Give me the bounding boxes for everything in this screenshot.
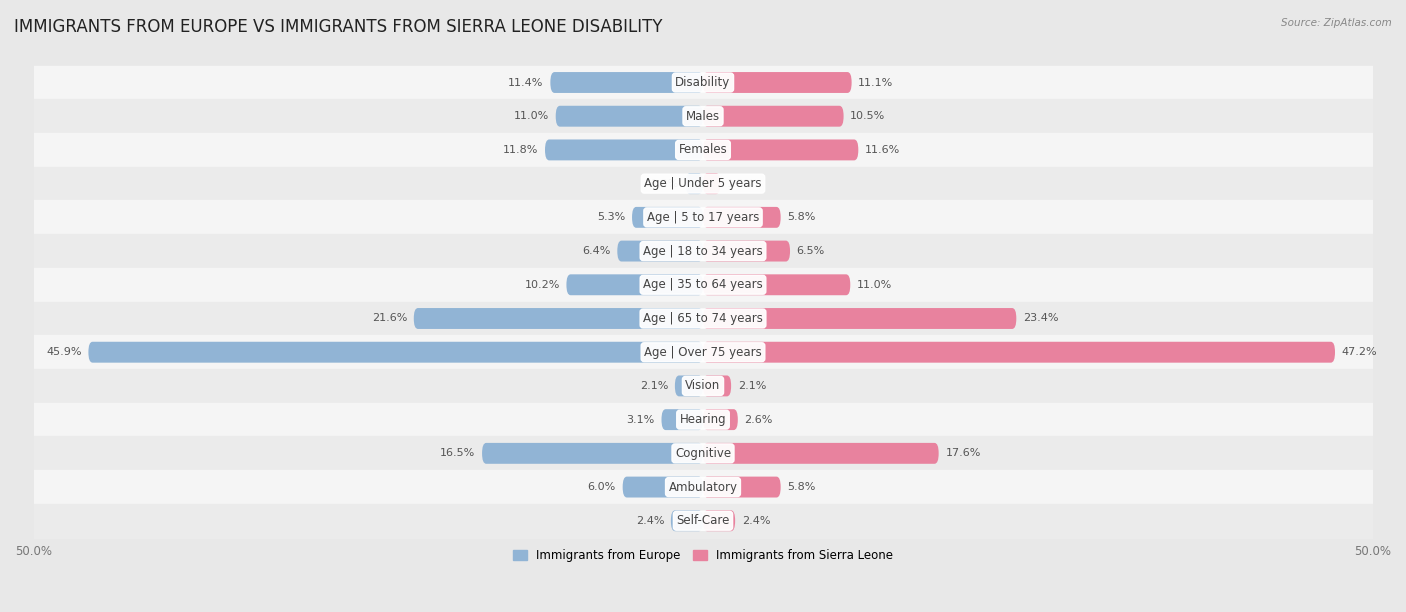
Bar <box>7 167 1399 201</box>
Bar <box>7 302 1399 335</box>
FancyBboxPatch shape <box>703 106 844 127</box>
Bar <box>7 470 1399 504</box>
FancyBboxPatch shape <box>703 207 780 228</box>
Text: 6.4%: 6.4% <box>582 246 610 256</box>
Text: 10.5%: 10.5% <box>851 111 886 121</box>
Bar <box>7 234 1399 268</box>
Bar <box>7 369 1399 403</box>
Text: 5.8%: 5.8% <box>787 482 815 492</box>
Text: 45.9%: 45.9% <box>46 347 82 357</box>
Text: 21.6%: 21.6% <box>371 313 408 324</box>
Text: 2.1%: 2.1% <box>640 381 668 391</box>
Text: Age | 65 to 74 years: Age | 65 to 74 years <box>643 312 763 325</box>
Text: 11.6%: 11.6% <box>865 145 900 155</box>
FancyBboxPatch shape <box>686 173 703 194</box>
Text: 5.3%: 5.3% <box>598 212 626 222</box>
FancyBboxPatch shape <box>703 409 738 430</box>
Text: 2.6%: 2.6% <box>745 415 773 425</box>
Bar <box>7 201 1399 234</box>
Text: Vision: Vision <box>685 379 721 392</box>
FancyBboxPatch shape <box>675 376 703 397</box>
Text: 3.1%: 3.1% <box>627 415 655 425</box>
Text: IMMIGRANTS FROM EUROPE VS IMMIGRANTS FROM SIERRA LEONE DISABILITY: IMMIGRANTS FROM EUROPE VS IMMIGRANTS FRO… <box>14 18 662 36</box>
Text: Females: Females <box>679 143 727 157</box>
Text: 1.3%: 1.3% <box>651 179 679 188</box>
Text: Cognitive: Cognitive <box>675 447 731 460</box>
Text: Hearing: Hearing <box>679 413 727 426</box>
Text: 11.8%: 11.8% <box>503 145 538 155</box>
Text: Age | 18 to 34 years: Age | 18 to 34 years <box>643 245 763 258</box>
FancyBboxPatch shape <box>703 477 780 498</box>
Text: 47.2%: 47.2% <box>1341 347 1378 357</box>
Bar <box>7 403 1399 436</box>
FancyBboxPatch shape <box>623 477 703 498</box>
FancyBboxPatch shape <box>703 308 1017 329</box>
Text: 2.1%: 2.1% <box>738 381 766 391</box>
FancyBboxPatch shape <box>617 241 703 261</box>
Text: 11.1%: 11.1% <box>858 78 894 88</box>
Text: 5.8%: 5.8% <box>787 212 815 222</box>
FancyBboxPatch shape <box>661 409 703 430</box>
FancyBboxPatch shape <box>703 341 1336 363</box>
Text: 6.0%: 6.0% <box>588 482 616 492</box>
Legend: Immigrants from Europe, Immigrants from Sierra Leone: Immigrants from Europe, Immigrants from … <box>508 544 898 567</box>
Text: 2.4%: 2.4% <box>742 516 770 526</box>
Text: 1.3%: 1.3% <box>727 179 755 188</box>
FancyBboxPatch shape <box>546 140 703 160</box>
Bar <box>7 335 1399 369</box>
FancyBboxPatch shape <box>89 341 703 363</box>
Text: 11.0%: 11.0% <box>513 111 548 121</box>
FancyBboxPatch shape <box>703 443 939 464</box>
FancyBboxPatch shape <box>703 173 720 194</box>
Bar <box>7 99 1399 133</box>
FancyBboxPatch shape <box>703 140 858 160</box>
Bar <box>7 504 1399 537</box>
FancyBboxPatch shape <box>567 274 703 295</box>
Text: 11.0%: 11.0% <box>858 280 893 289</box>
Text: Males: Males <box>686 110 720 123</box>
Bar <box>7 65 1399 99</box>
Text: 11.4%: 11.4% <box>509 78 544 88</box>
FancyBboxPatch shape <box>482 443 703 464</box>
FancyBboxPatch shape <box>633 207 703 228</box>
Text: Age | Over 75 years: Age | Over 75 years <box>644 346 762 359</box>
Text: 23.4%: 23.4% <box>1024 313 1059 324</box>
FancyBboxPatch shape <box>671 510 703 531</box>
Bar <box>7 436 1399 470</box>
FancyBboxPatch shape <box>550 72 703 93</box>
Text: 6.5%: 6.5% <box>797 246 825 256</box>
FancyBboxPatch shape <box>703 376 731 397</box>
Text: Ambulatory: Ambulatory <box>668 480 738 493</box>
FancyBboxPatch shape <box>703 72 852 93</box>
FancyBboxPatch shape <box>413 308 703 329</box>
FancyBboxPatch shape <box>703 241 790 261</box>
Text: 10.2%: 10.2% <box>524 280 560 289</box>
Text: Age | Under 5 years: Age | Under 5 years <box>644 177 762 190</box>
Text: Self-Care: Self-Care <box>676 514 730 528</box>
Text: 17.6%: 17.6% <box>945 449 981 458</box>
Bar <box>7 133 1399 167</box>
Text: Disability: Disability <box>675 76 731 89</box>
FancyBboxPatch shape <box>703 510 735 531</box>
FancyBboxPatch shape <box>703 274 851 295</box>
Text: 16.5%: 16.5% <box>440 449 475 458</box>
Text: Age | 5 to 17 years: Age | 5 to 17 years <box>647 211 759 224</box>
Text: Source: ZipAtlas.com: Source: ZipAtlas.com <box>1281 18 1392 28</box>
Text: Age | 35 to 64 years: Age | 35 to 64 years <box>643 278 763 291</box>
Text: 2.4%: 2.4% <box>636 516 664 526</box>
FancyBboxPatch shape <box>555 106 703 127</box>
Bar <box>7 268 1399 302</box>
